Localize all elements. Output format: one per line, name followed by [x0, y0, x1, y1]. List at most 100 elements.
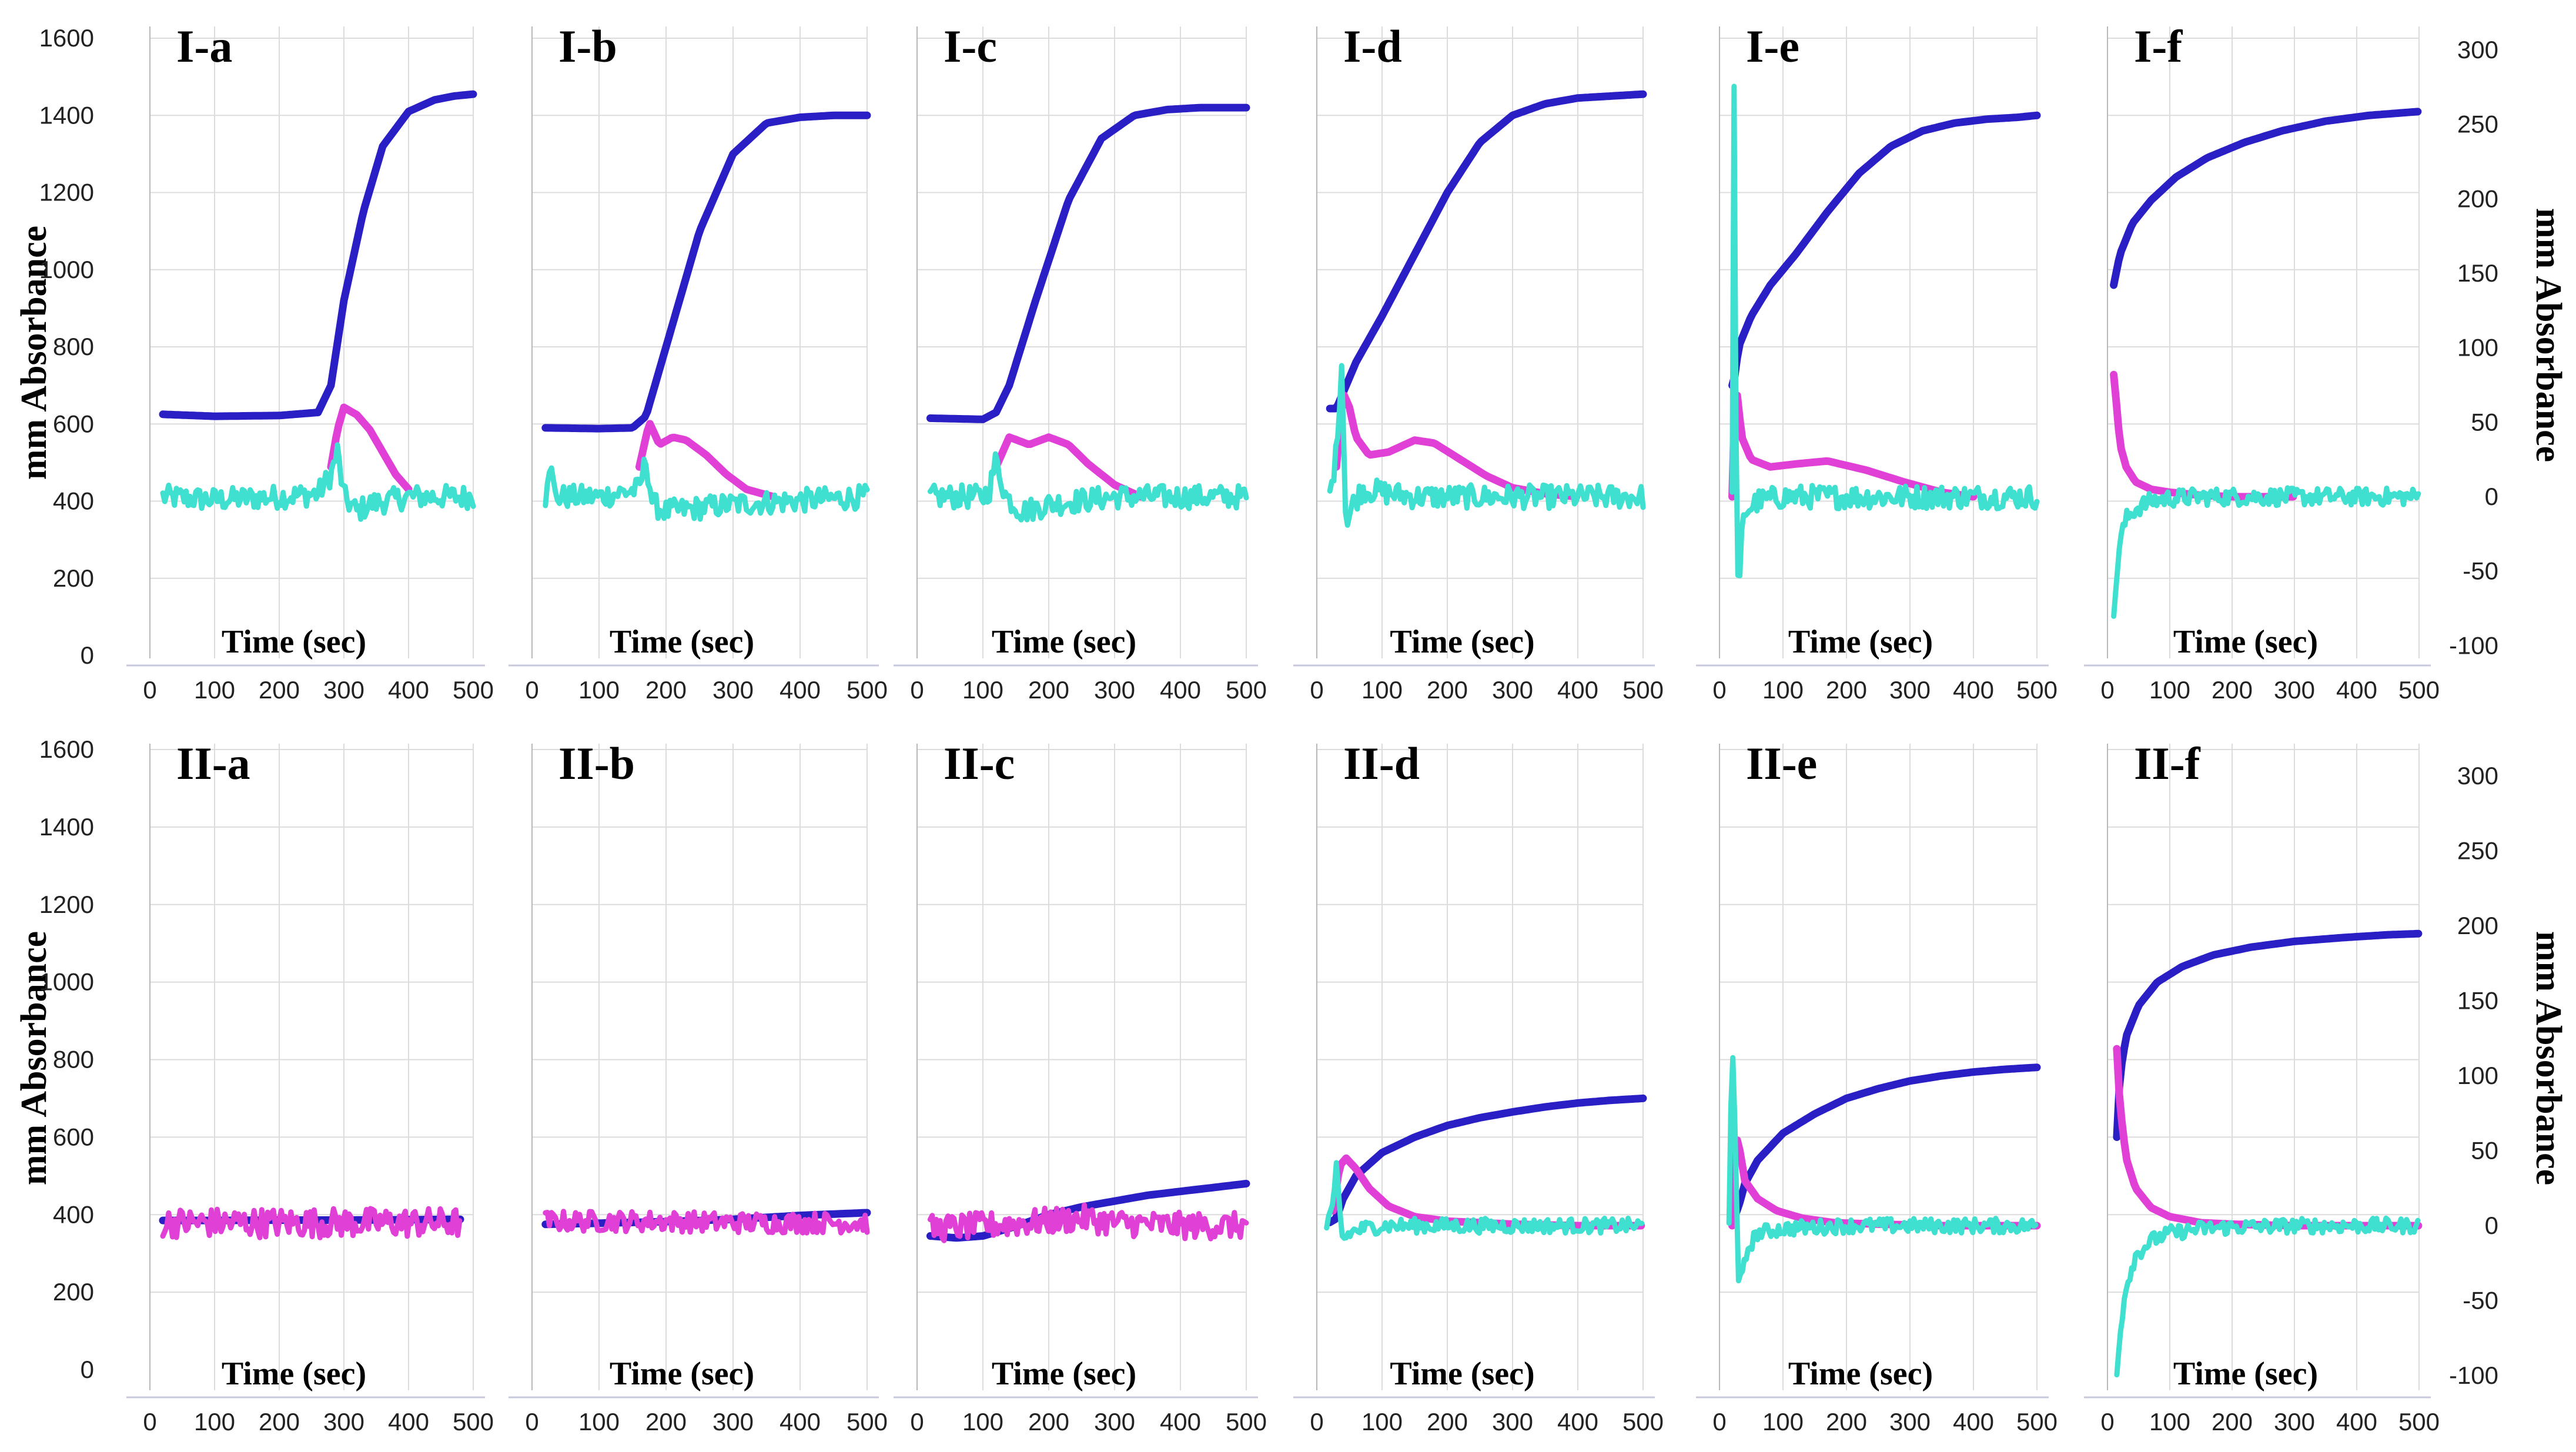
x-tick-label: 500 — [2398, 1408, 2440, 1436]
x-tick-label: 400 — [2336, 1408, 2377, 1436]
x-tick-label: 200 — [1427, 676, 1468, 704]
left-tick-label: 800 — [53, 333, 94, 360]
x-tick-label: 400 — [780, 1408, 821, 1436]
series-absorbance-line — [2113, 929, 2423, 1141]
x-axis-label: Time (sec) — [610, 624, 754, 660]
right-tick-label: 0 — [2485, 1212, 2498, 1239]
panel-title: II-d — [1343, 738, 1420, 789]
series-second-derivative-line — [927, 451, 1249, 523]
right-tick-label: -50 — [2463, 1287, 2498, 1314]
x-tick-label: 0 — [2100, 676, 2114, 704]
x-axis-label: Time (sec) — [992, 624, 1136, 660]
x-tick-label: 500 — [453, 676, 494, 704]
left-axis-label-row2: mm Absorbance — [14, 931, 54, 1185]
panel-ii-d: 0 100 200 300 400 500 II-d Time (sec) — [1293, 738, 1664, 1436]
left-tick-label: 800 — [53, 1046, 94, 1073]
x-tick-label: 0 — [525, 1408, 538, 1436]
panel-ii-f: 0 100 200 300 400 500 II-f Time (sec) — [2084, 738, 2440, 1436]
panel-i-b: 0 100 200 300 400 500 I-b Time (sec) — [508, 21, 888, 704]
right-axis-label-row2: mm Absorbance — [2528, 931, 2568, 1185]
series-absorbance-line — [1326, 1094, 1647, 1226]
panel-title: I-d — [1343, 21, 1402, 72]
x-axis-label: Time (sec) — [1788, 624, 1933, 660]
x-tick-label: 0 — [910, 1408, 924, 1436]
x-axis-label: Time (sec) — [222, 624, 366, 660]
x-tick-label: 100 — [962, 676, 1003, 704]
series-absorbance-line — [1326, 90, 1647, 413]
series-absorbance-line — [541, 111, 871, 433]
left-tick-label: 400 — [53, 487, 94, 515]
x-tick-label: 300 — [1094, 676, 1135, 704]
panel-title: II-c — [944, 738, 1015, 789]
right-tick-label: 100 — [2457, 1062, 2498, 1089]
x-tick-label: 300 — [323, 676, 364, 704]
series-first-derivative-line — [327, 403, 413, 493]
x-tick-label: 100 — [1762, 676, 1804, 704]
x-axis-label: Time (sec) — [2173, 624, 2318, 660]
left-tick-label: 0 — [81, 1356, 94, 1383]
x-tick-label: 400 — [388, 1408, 429, 1436]
x-tick-label: 100 — [2149, 676, 2190, 704]
left-tick-label: 1400 — [39, 813, 94, 841]
x-tick-label: 200 — [1826, 1408, 1867, 1436]
series-absorbance-line — [159, 90, 477, 420]
panel-title: I-f — [2134, 21, 2183, 72]
x-tick-label: 200 — [1028, 676, 1069, 704]
x-tick-label: 400 — [780, 676, 821, 704]
left-tick-label: 1200 — [39, 891, 94, 918]
series-absorbance-line — [926, 103, 1250, 423]
x-axis-label: Time (sec) — [1788, 1356, 1933, 1392]
panel-ii-e: 0 100 200 300 400 500 II-e Time (sec) — [1696, 738, 2058, 1436]
series-absorbance-line — [2110, 108, 2422, 289]
x-axis-label: Time (sec) — [1390, 624, 1534, 660]
x-tick-label: 200 — [645, 676, 687, 704]
right-tick-label: 300 — [2457, 762, 2498, 789]
left-tick-label: 1600 — [39, 24, 94, 52]
left-tick-label: 1400 — [39, 101, 94, 129]
x-tick-label: 100 — [1762, 1408, 1804, 1436]
panel-title: I-b — [558, 21, 617, 72]
left-tick-label: 1600 — [39, 735, 94, 763]
x-tick-label: 100 — [2149, 1408, 2190, 1436]
x-tick-label: 300 — [712, 1408, 754, 1436]
x-tick-label: 0 — [1310, 1408, 1323, 1436]
x-tick-label: 500 — [847, 676, 888, 704]
panel-title: I-c — [944, 21, 997, 72]
x-tick-label: 500 — [1622, 676, 1664, 704]
right-tick-label: 0 — [2485, 483, 2498, 510]
right-axis-label-row1: mm Absorbance — [2528, 208, 2568, 462]
left-axis-label-row1: mm Absorbance — [14, 226, 54, 480]
x-tick-label: 200 — [1826, 676, 1867, 704]
panel-i-f: 0 100 200 300 400 500 I-f Time (sec) — [2084, 21, 2440, 704]
x-tick-label: 400 — [1160, 1408, 1201, 1436]
series-absorbance-line — [1728, 111, 2041, 390]
left-tick-label: 600 — [53, 410, 94, 437]
series-first-derivative-line — [543, 1209, 870, 1236]
x-axis-label: Time (sec) — [992, 1356, 1136, 1392]
right-tick-label: 50 — [2471, 408, 2498, 436]
x-tick-label: 0 — [143, 676, 156, 704]
x-tick-label: 500 — [1226, 1408, 1267, 1436]
panel-i-a: 0 100 200 300 400 500 I-a Time (sec) — [126, 21, 494, 704]
x-axis-label: Time (sec) — [2173, 1356, 2318, 1392]
x-tick-label: 500 — [847, 1408, 888, 1436]
x-tick-label: 400 — [1953, 676, 1994, 704]
panel-i-e: 0 100 200 300 400 500 I-e Time (sec) — [1696, 21, 2058, 704]
panel-i-d: 0 100 200 300 400 500 I-d Time (sec) — [1293, 21, 1664, 704]
x-tick-label: 500 — [1622, 1408, 1664, 1436]
x-tick-label: 200 — [1028, 1408, 1069, 1436]
x-tick-label: 100 — [962, 1408, 1003, 1436]
right-tick-label: 300 — [2457, 36, 2498, 63]
series-second-derivative-line — [160, 442, 476, 522]
right-tick-label: 150 — [2457, 987, 2498, 1015]
x-tick-label: 300 — [1889, 676, 1931, 704]
panel-title: I-e — [1746, 21, 1799, 72]
x-tick-label: 0 — [910, 676, 924, 704]
x-tick-label: 0 — [1712, 676, 1726, 704]
x-tick-label: 300 — [323, 1408, 364, 1436]
x-axis-label: Time (sec) — [610, 1356, 754, 1392]
left-tick-label: 600 — [53, 1123, 94, 1150]
x-tick-label: 0 — [2100, 1408, 2114, 1436]
series-second-derivative-line — [1327, 363, 1646, 528]
x-tick-label: 0 — [1310, 676, 1323, 704]
